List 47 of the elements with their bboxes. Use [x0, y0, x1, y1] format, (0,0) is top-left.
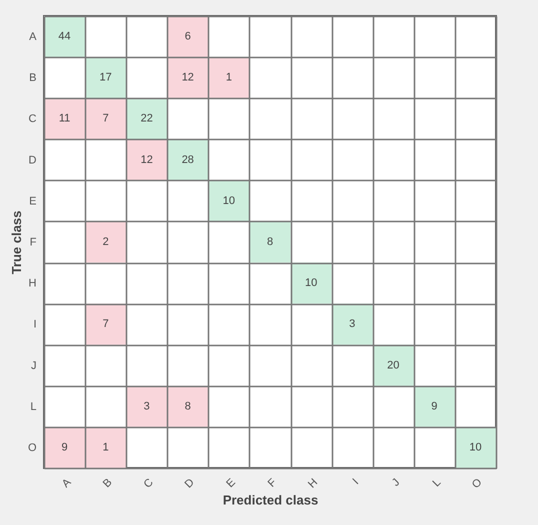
- data-label: 11: [58, 112, 70, 125]
- data-label: 20: [387, 359, 400, 372]
- data-label: 7: [102, 112, 109, 125]
- x-tick-label: B: [100, 476, 115, 490]
- data-label: 1: [102, 441, 109, 454]
- x-tick-label: I: [350, 476, 362, 488]
- data-label: 44: [58, 30, 71, 43]
- data-label: 8: [266, 236, 274, 248]
- data-label: 10: [469, 441, 482, 454]
- data-label: 9: [61, 441, 68, 454]
- y-tick-label: I: [33, 318, 36, 331]
- data-label: 3: [349, 318, 356, 330]
- data-label: 17: [100, 72, 112, 84]
- x-tick-label: O: [470, 476, 485, 492]
- data-label: 2: [102, 236, 109, 248]
- x-tick-label: A: [60, 476, 74, 490]
- data-label: 10: [304, 277, 318, 290]
- x-tick-label: F: [266, 476, 280, 490]
- x-tick-label: E: [224, 476, 238, 490]
- data-label: 6: [184, 30, 191, 43]
- y-tick-label: C: [28, 113, 37, 126]
- y-tick-label: A: [29, 31, 38, 44]
- data-label: 9: [431, 400, 438, 412]
- data-label: 12: [140, 154, 153, 166]
- data-label: 7: [102, 318, 109, 330]
- y-tick-label: J: [31, 360, 36, 372]
- data-label: 8: [184, 400, 191, 412]
- y-tick-label: E: [29, 195, 36, 208]
- y-tick-label: L: [30, 400, 36, 413]
- data-label: 22: [140, 112, 153, 125]
- data-label: 3: [144, 400, 150, 412]
- x-tick-label: D: [182, 476, 197, 491]
- x-tick-label: L: [430, 476, 444, 490]
- x-tick-label: H: [306, 476, 320, 491]
- data-label: 1: [226, 72, 232, 84]
- y-tick-label: O: [28, 442, 37, 454]
- y-tick-label: D: [28, 154, 37, 166]
- y-tick-label: H: [28, 278, 37, 290]
- x-axis-title: Predicted class: [222, 492, 318, 508]
- data-label: 10: [222, 194, 236, 207]
- x-tick-label: C: [142, 476, 156, 491]
- data-label: 28: [182, 154, 194, 166]
- y-axis-title: True class: [8, 210, 24, 274]
- data-label: 12: [182, 72, 194, 84]
- y-tick-label: F: [30, 236, 37, 248]
- x-tick-label: J: [390, 476, 402, 489]
- y-tick-label: B: [29, 72, 36, 84]
